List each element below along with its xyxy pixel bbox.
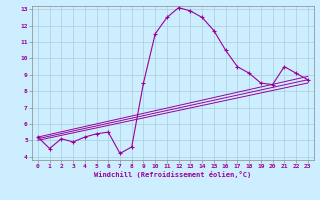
X-axis label: Windchill (Refroidissement éolien,°C): Windchill (Refroidissement éolien,°C) (94, 171, 252, 178)
